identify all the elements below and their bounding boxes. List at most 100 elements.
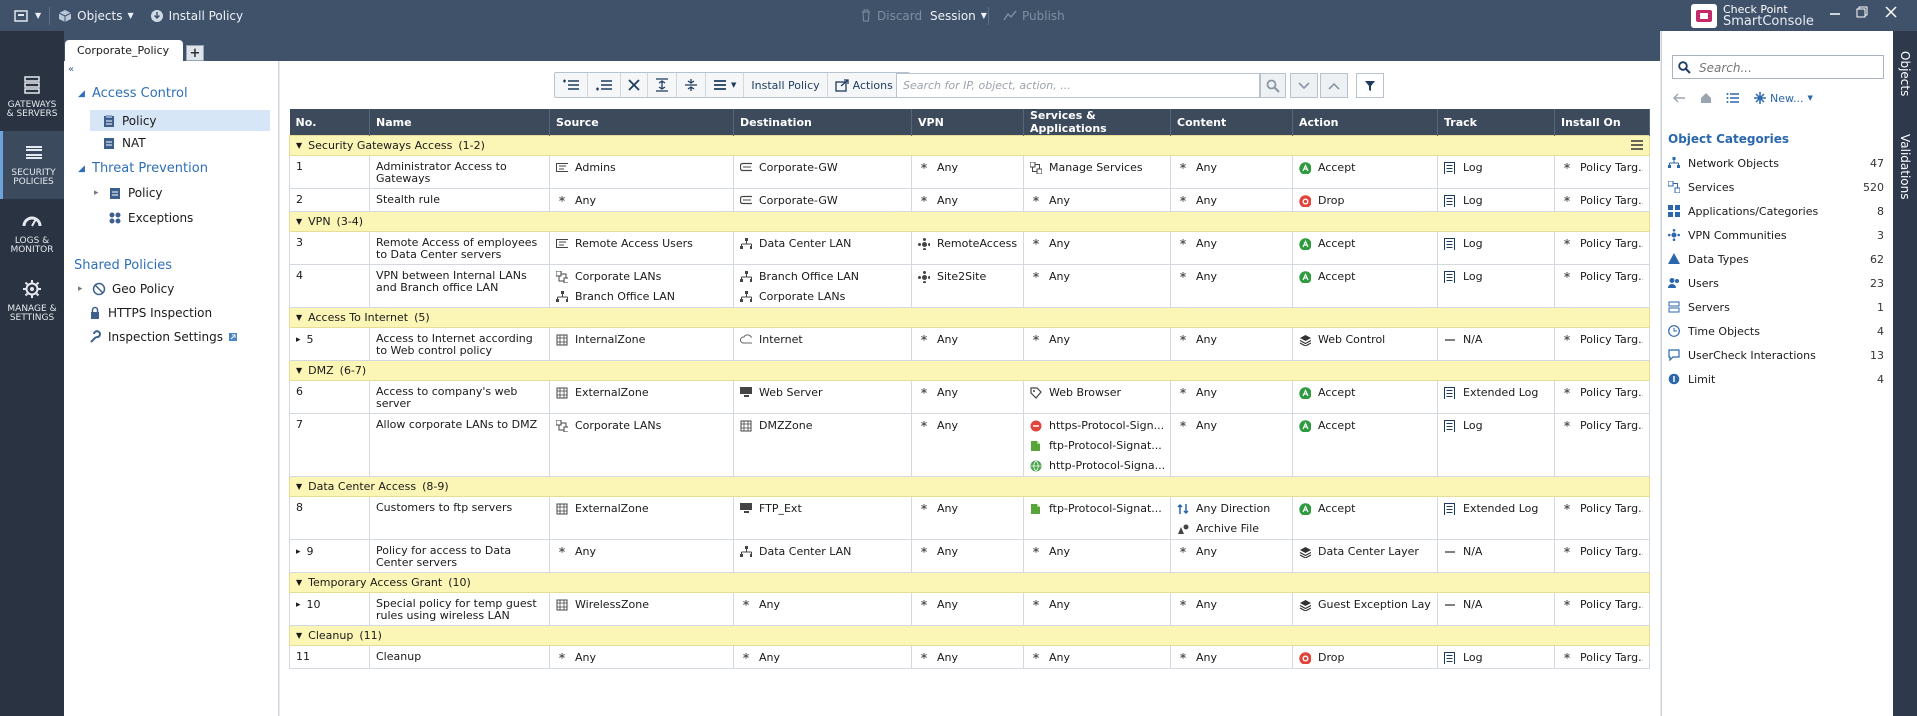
source-cell[interactable]: * Any bbox=[549, 645, 734, 669]
destination-object[interactable]: FTP_Ext bbox=[740, 502, 905, 516]
rule-number-cell[interactable]: 6 bbox=[289, 380, 370, 414]
source-cell[interactable]: WirelessZone bbox=[549, 592, 734, 626]
rule-number-cell[interactable]: ▸ 10 bbox=[289, 592, 370, 626]
expand-rule-arrow-icon[interactable]: ▸ bbox=[296, 335, 301, 345]
source-cell[interactable]: ExternalZone bbox=[549, 496, 734, 540]
back-arrow-icon[interactable] bbox=[1672, 92, 1686, 104]
tree-inspection-settings[interactable]: Inspection Settings bbox=[88, 330, 238, 344]
service-object[interactable]: ftp-Protocol-Signat... bbox=[1030, 502, 1164, 516]
action-cell[interactable]: Accept bbox=[1292, 155, 1438, 189]
vpn-cell[interactable]: * Any bbox=[911, 188, 1024, 212]
rule-number-cell[interactable]: 7 bbox=[289, 413, 370, 477]
category-limit[interactable]: Limit 4 bbox=[1668, 370, 1884, 388]
action-cell[interactable]: Accept bbox=[1292, 264, 1438, 308]
column-header-source[interactable]: Source bbox=[549, 109, 734, 136]
destination-object[interactable]: Corporate LANs bbox=[740, 290, 905, 304]
install-on-cell[interactable]: * Policy Targ... bbox=[1554, 496, 1650, 540]
tree-geo-policy[interactable]: ▸ Geo Policy bbox=[78, 282, 174, 296]
destination-cell[interactable]: Branch Office LAN Corporate LANs bbox=[733, 264, 912, 308]
table-row[interactable]: 3 Remote Access of employees to Data Cent… bbox=[289, 231, 1650, 265]
service-object[interactable]: * Any bbox=[1032, 651, 1071, 665]
destination-cell[interactable]: * Any bbox=[733, 592, 912, 626]
nav-manage-settings[interactable]: MANAGE & SETTINGS bbox=[0, 267, 64, 335]
table-row[interactable]: ▸ 9 Policy for access to Data Center serve… bbox=[289, 539, 1650, 573]
category-servers[interactable]: Servers 1 bbox=[1668, 298, 1884, 316]
table-row[interactable]: ▸ 5 Access to Internet according to Web co… bbox=[289, 327, 1650, 361]
table-row[interactable]: 6 Access to company's web server ExternalZ… bbox=[289, 380, 1650, 414]
destination-object[interactable]: * Any bbox=[742, 651, 781, 665]
rule-name-cell[interactable]: Remote Access of employees to Data Cente… bbox=[369, 231, 550, 265]
section-data-center-access[interactable]: ▼ Data Center Access (8-9) bbox=[289, 476, 1650, 497]
service-object[interactable]: * Any bbox=[1032, 194, 1071, 208]
minimize-button[interactable] bbox=[1820, 0, 1850, 24]
install-on-cell[interactable]: * Policy Targ... bbox=[1554, 539, 1650, 573]
section-access-to-internet[interactable]: ▼ Access To Internet (5) bbox=[289, 307, 1650, 328]
section-cleanup[interactable]: ▼ Cleanup (11) bbox=[289, 625, 1650, 646]
content-object[interactable]: * Any bbox=[1179, 237, 1218, 251]
track-cell[interactable]: N/A bbox=[1437, 327, 1555, 361]
destination-object[interactable]: DMZZone bbox=[740, 419, 905, 433]
new-object-button[interactable]: New... ▼ bbox=[1754, 92, 1813, 105]
rule-name-cell[interactable]: VPN between Internal LANs and Branch off… bbox=[369, 264, 550, 308]
nav-logs-monitor[interactable]: LOGS & MONITOR bbox=[0, 199, 64, 267]
service-object[interactable]: http-Protocol-Signa... bbox=[1030, 459, 1164, 473]
tab-corporate-policy[interactable]: Corporate_Policy bbox=[65, 40, 183, 62]
category-users[interactable]: Users 23 bbox=[1668, 274, 1884, 292]
content-cell[interactable]: * Any bbox=[1170, 327, 1293, 361]
destination-cell[interactable]: DMZZone bbox=[733, 413, 912, 477]
vpn-object[interactable]: RemoteAccess bbox=[918, 237, 1017, 251]
category-data-types[interactable]: Data Types 62 bbox=[1668, 250, 1884, 268]
table-row[interactable]: 1 Administrator Access to Gateways Admins C… bbox=[289, 155, 1650, 189]
section-collapse-arrow-icon[interactable]: ▼ bbox=[296, 217, 303, 226]
category-time-objects[interactable]: Time Objects 4 bbox=[1668, 322, 1884, 340]
vpn-object[interactable]: * Any bbox=[920, 386, 959, 400]
tree-https-inspection[interactable]: HTTPS Inspection bbox=[88, 306, 212, 320]
vpn-object[interactable]: * Any bbox=[920, 545, 959, 559]
rule-number-cell[interactable]: 1 bbox=[289, 155, 370, 189]
content-object[interactable]: * Any bbox=[1179, 419, 1218, 433]
content-object[interactable]: * Any bbox=[1179, 651, 1218, 665]
vpn-object[interactable]: * Any bbox=[920, 161, 959, 175]
delete-rule-button[interactable] bbox=[621, 73, 648, 97]
discard-button[interactable]: Discard bbox=[852, 0, 930, 31]
track-cell[interactable]: Extended Log bbox=[1437, 380, 1555, 414]
install-on-cell[interactable]: * Policy Targ... bbox=[1554, 645, 1650, 669]
content-object[interactable]: Archive File bbox=[1177, 522, 1286, 536]
rule-name-cell[interactable]: Access to Internet according to Web cont… bbox=[369, 327, 550, 361]
service-object[interactable]: * Any bbox=[1032, 545, 1071, 559]
vpn-object[interactable]: * Any bbox=[920, 419, 959, 433]
table-row[interactable]: 4 VPN between Internal LANs and Branch of… bbox=[289, 264, 1650, 308]
service-object[interactable]: Web Browser bbox=[1030, 386, 1164, 400]
source-object[interactable]: * Any bbox=[558, 545, 597, 559]
destination-object[interactable]: * Any bbox=[742, 598, 781, 612]
action-cell[interactable]: Web Control bbox=[1292, 327, 1438, 361]
action-cell[interactable]: Accept bbox=[1292, 413, 1438, 477]
content-object[interactable]: * Any bbox=[1179, 270, 1218, 284]
install-on-cell[interactable]: * Policy Targ... bbox=[1554, 188, 1650, 212]
rule-name-cell[interactable]: Special policy for temp guest rules usin… bbox=[369, 592, 550, 626]
install-on-cell[interactable]: * Policy Targ... bbox=[1554, 413, 1650, 477]
services-cell[interactable]: * Any bbox=[1023, 231, 1171, 265]
vpn-object[interactable]: * Any bbox=[920, 598, 959, 612]
content-cell[interactable]: Any Direction Archive File bbox=[1170, 496, 1293, 540]
expand-rule-arrow-icon[interactable]: ▸ bbox=[296, 547, 301, 557]
source-object[interactable]: ExternalZone bbox=[556, 502, 727, 516]
destination-object[interactable]: Branch Office LAN bbox=[740, 270, 905, 284]
rule-number-cell[interactable]: 2 bbox=[289, 188, 370, 212]
service-object[interactable]: * Any bbox=[1032, 333, 1071, 347]
vpn-cell[interactable]: RemoteAccess bbox=[911, 231, 1024, 265]
publish-button[interactable]: Publish bbox=[995, 0, 1073, 31]
action-cell[interactable]: Accept bbox=[1292, 380, 1438, 414]
action-cell[interactable]: Guest Exception Laye bbox=[1292, 592, 1438, 626]
source-object[interactable]: Corporate LANs bbox=[556, 419, 727, 433]
vpn-object[interactable]: * Any bbox=[920, 502, 959, 516]
main-menu-button[interactable]: ▼ bbox=[0, 0, 49, 31]
source-object[interactable]: WirelessZone bbox=[556, 598, 727, 612]
column-header-track[interactable]: Track bbox=[1437, 109, 1555, 136]
filter-button[interactable] bbox=[1356, 73, 1384, 98]
action-cell[interactable]: Data Center Layer bbox=[1292, 539, 1438, 573]
services-cell[interactable]: * Any bbox=[1023, 645, 1171, 669]
category-vpn-communities[interactable]: VPN Communities 3 bbox=[1668, 226, 1884, 244]
install-on-cell[interactable]: * Policy Targ... bbox=[1554, 155, 1650, 189]
track-cell[interactable]: Log bbox=[1437, 413, 1555, 477]
